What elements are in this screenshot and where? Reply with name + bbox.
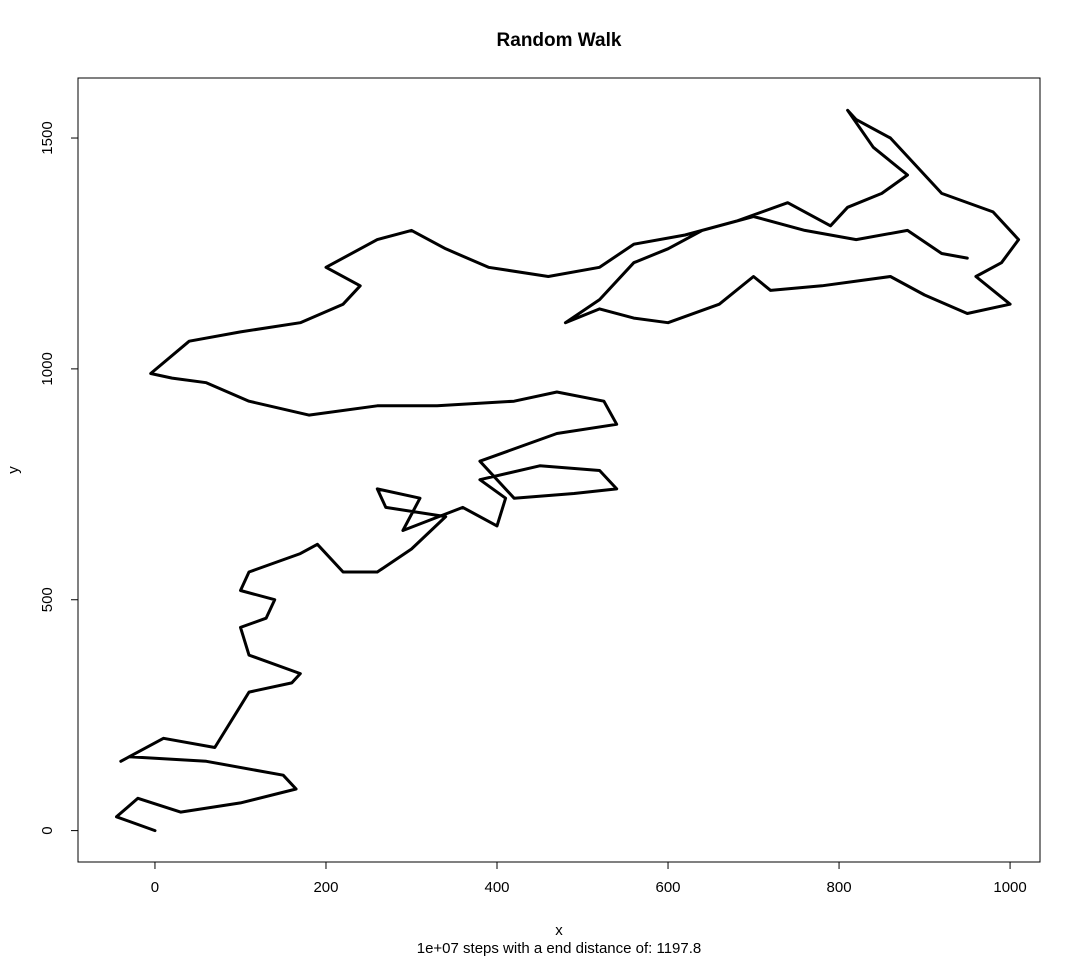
y-tick-label: 500 xyxy=(39,587,56,612)
y-axis: 0 500 1000 1500 xyxy=(39,121,79,835)
x-tick-label: 0 xyxy=(151,879,159,896)
x-tick-label: 400 xyxy=(484,879,509,896)
y-tick-label: 0 xyxy=(39,826,56,834)
chart-title: Random Walk xyxy=(497,30,622,51)
y-tick-label: 1500 xyxy=(39,121,56,154)
x-tick-label: 200 xyxy=(313,879,338,896)
x-tick-label: 1000 xyxy=(993,879,1026,896)
y-tick-label: 1000 xyxy=(39,352,56,385)
random-walk-path-layer xyxy=(115,108,1021,833)
x-tick-label: 800 xyxy=(827,879,852,896)
plot-frame xyxy=(77,77,1041,863)
y-axis-label: y xyxy=(5,466,22,474)
x-axis: 0 200 400 600 800 1000 xyxy=(151,861,1027,896)
x-axis-label: x xyxy=(555,922,563,939)
chart-subtitle: 1e+07 steps with a end distance of: 1197… xyxy=(417,940,702,957)
plot-area-border xyxy=(77,77,1041,863)
random-walk-series-0 xyxy=(115,108,1021,833)
x-tick-label: 600 xyxy=(656,879,681,896)
